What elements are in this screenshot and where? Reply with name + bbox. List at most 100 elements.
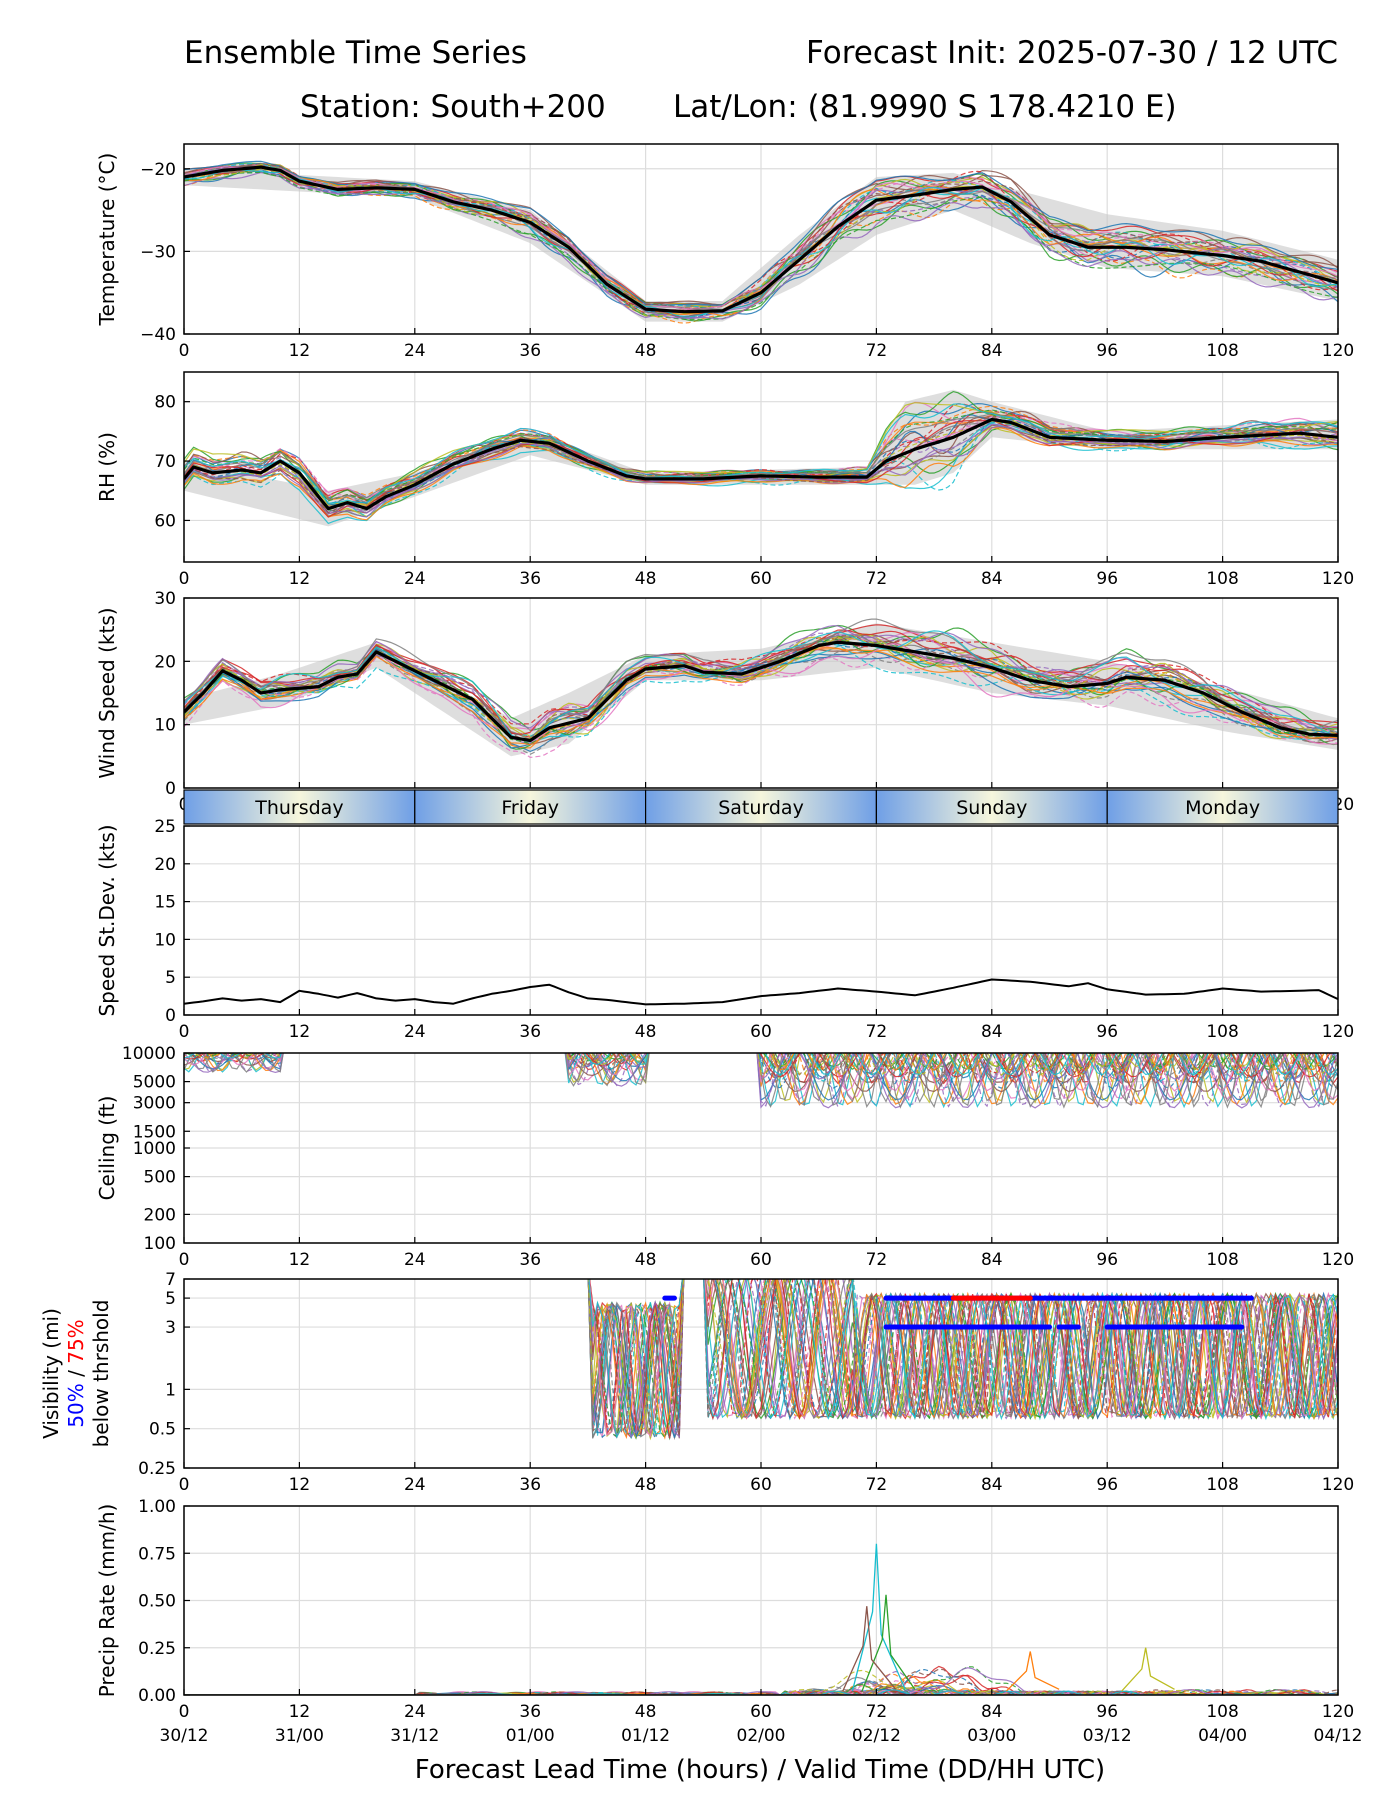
x-tick-label: 0	[179, 1022, 190, 1042]
precip-peak	[1005, 1651, 1060, 1692]
x-tick-label: 120	[1322, 1702, 1354, 1722]
latlon-label: Lat/Lon: (81.9990 S 178.4210 E)	[673, 89, 1177, 125]
valid-time-label: 31/12	[390, 1726, 439, 1746]
x-tick-label: 72	[866, 1475, 888, 1495]
ensemble-member-line	[184, 403, 1338, 504]
y-tick-label: 5	[165, 968, 176, 988]
x-tick-label: 48	[635, 1250, 657, 1270]
x-tick-label: 12	[289, 341, 311, 361]
plot-area	[587, 1279, 1338, 1441]
x-tick-label: 36	[519, 1702, 541, 1722]
ensemble-member-line	[184, 166, 1338, 320]
panel-visibility: 0.25 0.5 1 3 57 0 12 24 36 48 60 72 84 96 108 120	[138, 1270, 1354, 1495]
y-tick-label: 5	[165, 1289, 176, 1309]
valid-time-label: 02/12	[852, 1726, 901, 1746]
ensemble-member-line	[204, 1053, 1338, 1071]
x-tick-label: 12	[289, 1022, 311, 1042]
ensemble-member-line	[184, 171, 1338, 320]
grid-lines	[183, 825, 1339, 1016]
valid-time-label: 01/00	[506, 1726, 555, 1746]
valid-time-label: 04/12	[1314, 1726, 1363, 1746]
x-tick-label: 24	[404, 341, 426, 361]
ensemble-member-line	[588, 1279, 1338, 1439]
y-tick-label: 3000	[133, 1094, 176, 1114]
valid-time-labels: 30/12 31/00 31/12 01/00 01/12 02/00 02/12 03/00…	[160, 1726, 1363, 1746]
x-tick-label: 72	[866, 1022, 888, 1042]
ensemble-member-line	[184, 637, 1338, 740]
grid-lines	[183, 372, 1339, 562]
plot-area	[184, 978, 1338, 1006]
x-tick-label: 36	[519, 341, 541, 361]
x-tick-label: 60	[750, 1702, 772, 1722]
x-tick-label: 84	[981, 1475, 1003, 1495]
series-line	[184, 165, 1338, 314]
ensemble-member-line	[184, 1053, 1334, 1092]
x-tick-label: 84	[981, 1022, 1003, 1042]
day-segment	[414, 789, 647, 825]
panel-precip: 0.00 0.25 0.50 0.75 1.00 0 12 24 36 48 60 72 84 96 108…	[95, 1497, 1354, 1722]
x-tick-label: 60	[750, 1022, 772, 1042]
y-tick-label: 0.00	[138, 1686, 176, 1706]
x-tick-label: 96	[1096, 1022, 1118, 1042]
x-tick-label: 120	[1322, 569, 1354, 589]
x-tick-label: 96	[1096, 569, 1118, 589]
y-tick-label: −30	[140, 242, 176, 262]
day-segment	[183, 789, 416, 825]
plot-area	[184, 389, 1338, 527]
x-tick-label: 48	[635, 1702, 657, 1722]
valid-time-label: 03/12	[1083, 1726, 1132, 1746]
y-tick-label: 25	[154, 817, 176, 837]
ensemble-member-line	[184, 1053, 1338, 1076]
x-tick-label: 36	[519, 1250, 541, 1270]
x-tick-label: 84	[981, 1702, 1003, 1722]
ensemble-member-line	[184, 1053, 1338, 1109]
y-tick-label: 1500	[133, 1122, 176, 1142]
y-tick-label: 30	[154, 589, 176, 609]
valid-time-label: 30/12	[160, 1726, 209, 1746]
y-tick-label: −20	[140, 160, 176, 180]
y-axis-label: Ceiling (ft)	[95, 1096, 119, 1201]
x-tick-label: 108	[1206, 569, 1238, 589]
ensemble-member-line	[184, 1053, 1337, 1109]
y-tick-label: 0.5	[149, 1420, 176, 1440]
series-line	[184, 978, 1338, 1006]
x-tick-label: 60	[750, 341, 772, 361]
y-tick-label: 1	[165, 1380, 176, 1400]
x-tick-label: 120	[1322, 1475, 1354, 1495]
ensemble-member-line	[184, 170, 1338, 322]
y-tick-label: 70	[154, 452, 176, 472]
day-label: Sunday	[956, 797, 1027, 819]
ensemble-member-line	[184, 405, 1338, 499]
x-tick-label: 72	[866, 341, 888, 361]
visibility-label-line2: 50% / 75%	[64, 1319, 88, 1427]
grid-lines	[183, 1505, 1339, 1696]
x-tick-label: 108	[1206, 1022, 1238, 1042]
x-tick-label: 36	[519, 569, 541, 589]
x-tick-label: 108	[1206, 1702, 1238, 1722]
x-tick-label: 96	[1096, 341, 1118, 361]
ensemble-member-line	[184, 1668, 1338, 1695]
day-label: Friday	[501, 797, 559, 819]
ensemble-member-line	[194, 1053, 1334, 1076]
x-tick-label: 84	[981, 341, 1003, 361]
day-segment	[644, 789, 877, 825]
y-tick-label: 15	[154, 893, 176, 913]
x-tick-label: 48	[635, 1475, 657, 1495]
x-tick-label: 0	[179, 569, 190, 589]
day-label: Thursday	[254, 797, 343, 819]
x-tick-label: 24	[404, 1702, 426, 1722]
x-tick-label: 36	[519, 1475, 541, 1495]
visibility-label-line1: Visibility (mi)	[39, 1308, 63, 1439]
ensemble-member-line	[184, 632, 1338, 735]
x-tick-label: 72	[866, 1702, 888, 1722]
ensemble-member-line	[184, 426, 1338, 521]
visibility-ylabel: Visibility (mi) 50% / 75% below thrshold	[39, 1300, 113, 1448]
x-tick-label: 24	[404, 1022, 426, 1042]
ensemble-member-line	[184, 416, 1338, 514]
x-axis-label: Forecast Lead Time (hours) / Valid Time …	[415, 1755, 1105, 1785]
valid-time-label: 04/00	[1198, 1726, 1247, 1746]
ensemble-member-line	[184, 1053, 1326, 1068]
y-tick-label: 500	[144, 1168, 176, 1188]
y-tick-label: 7	[165, 1270, 176, 1290]
